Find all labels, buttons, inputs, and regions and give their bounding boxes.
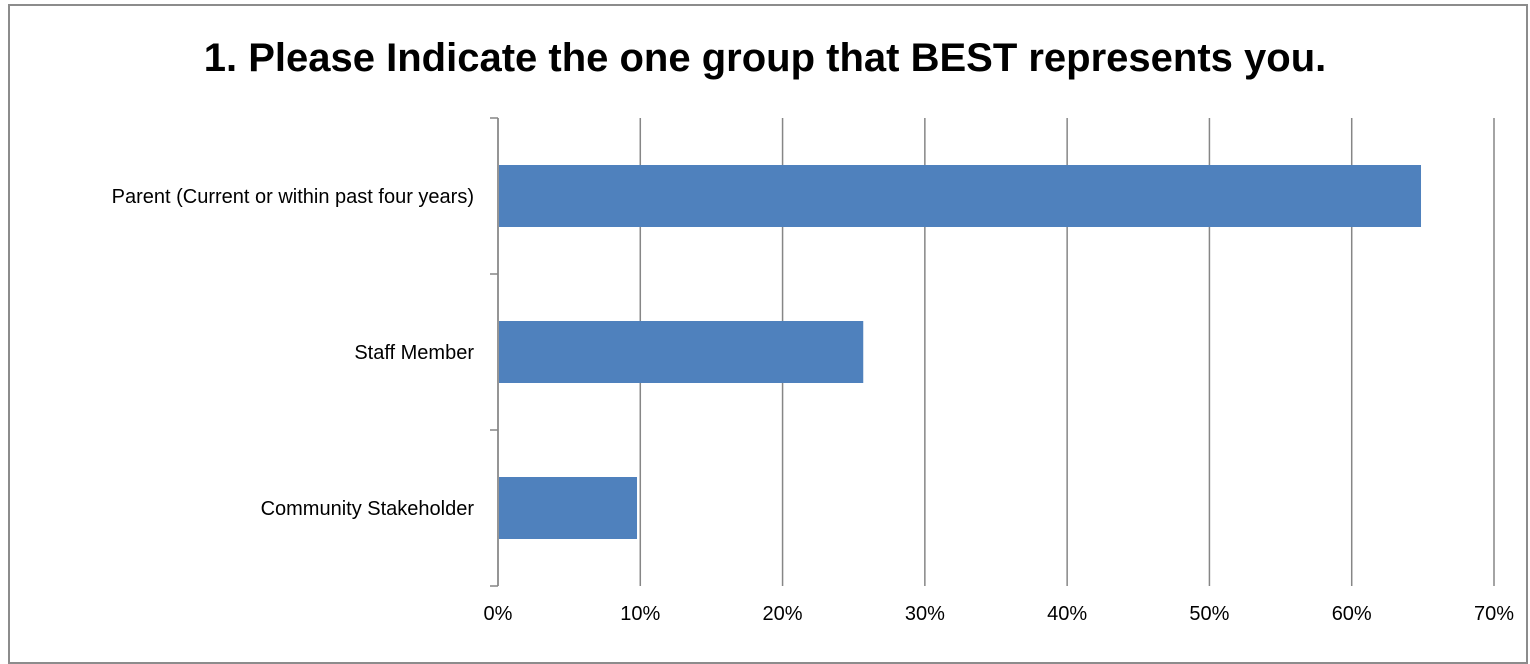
category-label: Community Stakeholder bbox=[261, 498, 475, 520]
chart-title: 1. Please Indicate the one group that BE… bbox=[203, 36, 1327, 80]
x-tick-label: 60% bbox=[1332, 603, 1372, 625]
bars bbox=[499, 165, 1422, 539]
x-tick-label: 50% bbox=[1189, 603, 1229, 625]
x-tick-label: 40% bbox=[1047, 603, 1087, 625]
bar-2 bbox=[499, 477, 638, 539]
x-tick-label: 70% bbox=[1474, 603, 1514, 625]
x-tick-label: 10% bbox=[620, 603, 660, 625]
x-tick-label: 20% bbox=[763, 603, 803, 625]
axis-labels: 0% 10% 20% 30% 40% 50% 60% 70% Parent (Current o… bbox=[112, 186, 1515, 625]
bar-1 bbox=[499, 321, 864, 383]
category-axis bbox=[490, 117, 499, 587]
x-tick-label: 0% bbox=[484, 603, 513, 625]
x-tick-label: 30% bbox=[905, 603, 945, 625]
bar-chart: 0% 10% 20% 30% 40% 50% 60% 70% Parent (Current o… bbox=[112, 117, 1515, 625]
bar-0 bbox=[499, 165, 1422, 227]
category-label: Parent (Current or within past four year… bbox=[112, 186, 474, 208]
category-label: Staff Member bbox=[354, 342, 474, 364]
